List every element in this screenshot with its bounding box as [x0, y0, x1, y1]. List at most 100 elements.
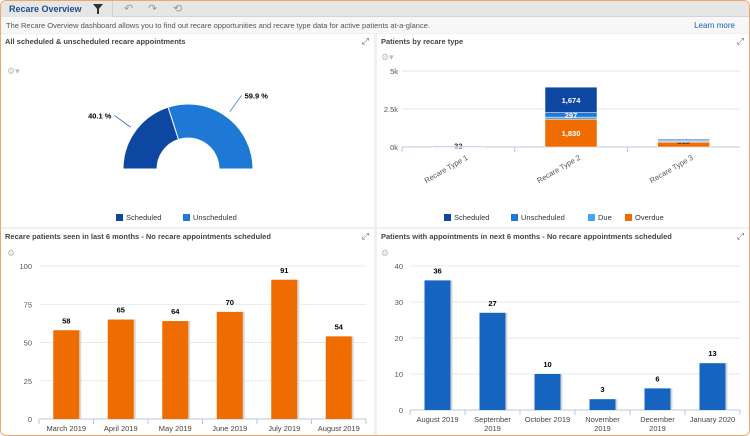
data-label: 64 — [171, 307, 180, 316]
y-tick-label: 2.5k — [384, 105, 398, 114]
settings-gear-icon[interactable]: ⚙▾ — [7, 66, 20, 76]
panel-title: Recare patients seen in last 6 months - … — [5, 232, 271, 241]
data-label: 32 — [454, 142, 462, 151]
bar-chart-last-6-months: 0 25 50 75 100 58 March 2019 65 April 2019 64 May … — [19, 262, 367, 433]
redo-icon[interactable]: ↷ — [148, 3, 158, 15]
data-label: 3 — [600, 385, 604, 394]
panel-scheduled-unscheduled: All scheduled & unscheduled recare appoi… — [1, 34, 374, 227]
stacked-bar-chart: 0k 2.5k 5k 32 Recare Type 1 1,830 297 1,674 Reca… — [384, 67, 740, 222]
bar — [424, 280, 451, 410]
stacked-bar-segment — [657, 139, 710, 141]
data-label: 1,830 — [562, 129, 581, 138]
stacked-bar-segment — [544, 118, 598, 148]
bar — [589, 399, 616, 410]
y-tick-label: 10 — [395, 370, 403, 379]
reset-icon[interactable]: ⟲ — [173, 3, 183, 15]
y-tick-label: 75 — [24, 300, 32, 309]
donut-label: 40.1 % — [88, 111, 112, 120]
bar — [644, 388, 671, 410]
stacked-bar-segment — [432, 146, 485, 148]
y-tick-label: 0 — [28, 415, 32, 424]
x-tick-label: August 2019 — [416, 415, 458, 424]
legend-item: Overdue — [635, 213, 664, 222]
settings-gear-icon[interactable]: ⚙ — [7, 248, 16, 258]
x-tick-label: 2019 — [594, 424, 611, 433]
tab-recare-overview[interactable]: Recare Overview — [1, 1, 113, 17]
bar — [699, 363, 726, 410]
tab-label: Recare Overview — [9, 4, 82, 14]
data-label: 6 — [655, 374, 659, 383]
expand-icon[interactable]: ⤢ — [361, 36, 369, 46]
stacked-bar-segment — [544, 86, 598, 113]
undo-icon[interactable]: ↶ — [124, 3, 134, 15]
donut-label: 59.9 % — [245, 91, 269, 100]
bar — [216, 311, 243, 419]
bar — [534, 374, 561, 410]
bar — [271, 279, 298, 419]
data-label: 297 — [565, 111, 578, 120]
donut-chart: 40.1 % 59.9 % Scheduled Unscheduled — [88, 91, 269, 222]
bar — [53, 330, 80, 419]
x-tick-label: January 2020 — [690, 415, 735, 424]
legend-swatch — [183, 214, 190, 221]
x-tick-label: December — [640, 415, 675, 424]
data-label: 10 — [543, 360, 551, 369]
x-tick-label: 2019 — [649, 424, 666, 433]
data-label: 65 — [117, 306, 125, 315]
data-label: 91 — [280, 266, 288, 275]
x-tick-label: June 2019 — [212, 424, 247, 433]
panel-patients-by-recare-type: Patients by recare type ⤢ ⚙▾ 0k 2.5k 5k 32 R… — [377, 34, 749, 227]
data-label: 54 — [335, 322, 344, 331]
x-tick-label: Recare Type 1 — [423, 153, 470, 185]
y-tick-label: 20 — [395, 334, 403, 343]
legend-swatch — [588, 214, 595, 221]
data-label: 58 — [62, 316, 70, 325]
donut-connector — [114, 115, 131, 128]
legend-item: Unscheduled — [521, 213, 565, 222]
legend-item: Scheduled — [454, 213, 489, 222]
bar — [479, 312, 506, 410]
panel-title: Patients by recare type — [381, 37, 464, 46]
donut-slice-scheduled — [122, 106, 180, 170]
y-tick-label: 30 — [395, 298, 403, 307]
expand-icon[interactable]: ⤢ — [361, 231, 369, 241]
legend-item: Due — [598, 213, 612, 222]
legend-swatch — [444, 214, 451, 221]
legend-swatch — [511, 214, 518, 221]
x-tick-label: September — [474, 415, 511, 424]
x-tick-label: 2019 — [484, 424, 501, 433]
toolbar: Recare Overview ↶ ↷ ⟲ — [1, 1, 749, 17]
data-label: 13 — [708, 349, 716, 358]
x-tick-label: August 2019 — [318, 424, 360, 433]
x-tick-label: March 2019 — [46, 424, 86, 433]
legend-item: Unscheduled — [193, 213, 237, 222]
settings-gear-icon[interactable]: ⚙ — [381, 248, 390, 258]
donut-connector — [229, 95, 242, 112]
x-tick-label: Recare Type 3 — [648, 153, 695, 185]
donut-slice-unscheduled — [167, 103, 254, 170]
legend-swatch — [116, 214, 123, 221]
expand-icon[interactable]: ⤢ — [736, 231, 744, 241]
bar — [162, 321, 189, 419]
panel-title: Patients with appointments in next 6 mon… — [381, 232, 672, 241]
description-bar: The Recare Overview dashboard allows you… — [1, 17, 749, 33]
filter-icon[interactable] — [93, 4, 103, 14]
expand-icon[interactable]: ⤢ — [736, 36, 744, 46]
y-tick-label: 50 — [24, 339, 32, 348]
y-tick-label: 0k — [390, 143, 398, 152]
panel-recare-seen-last-6-months: Recare patients seen in last 6 months - … — [1, 229, 374, 435]
panel-appointments-next-6-months: Patients with appointments in next 6 mon… — [377, 229, 749, 435]
legend-swatch — [625, 214, 632, 221]
settings-gear-icon[interactable]: ⚙▾ — [381, 52, 394, 62]
panel-title: All scheduled & unscheduled recare appoi… — [5, 37, 186, 46]
learn-more-link[interactable]: Learn more — [694, 21, 735, 30]
y-tick-label: 100 — [19, 262, 32, 271]
y-tick-label: 5k — [390, 67, 398, 76]
description-text: The Recare Overview dashboard allows you… — [6, 21, 430, 30]
data-label: 1,674 — [562, 96, 582, 105]
x-tick-label: November — [585, 415, 620, 424]
x-tick-label: October 2019 — [525, 415, 570, 424]
data-label: 27 — [488, 299, 496, 308]
